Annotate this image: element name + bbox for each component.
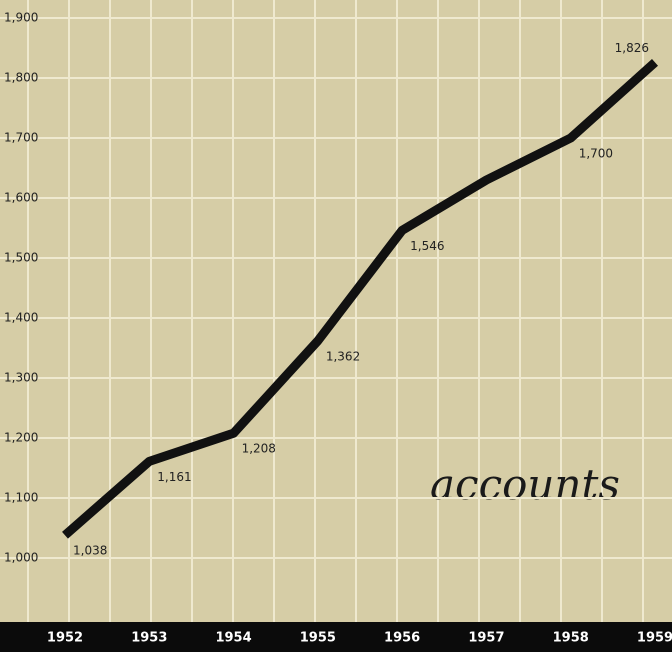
y-tick-label: 1,000 <box>4 551 38 565</box>
data-label: 1,208 <box>242 442 276 456</box>
x-tick-label: 1959 <box>637 631 672 646</box>
x-tick-label: 1958 <box>553 631 589 646</box>
y-tick-label: 1,800 <box>4 71 38 85</box>
y-tick-label: 1,200 <box>4 431 38 445</box>
y-tick-label: 1,300 <box>4 371 38 385</box>
y-tick-label: 1,900 <box>4 11 38 25</box>
x-tick-label: 1956 <box>384 631 420 646</box>
line <box>62 59 659 539</box>
data-label: 1,700 <box>579 147 613 161</box>
y-tick-label: 1,500 <box>4 251 38 265</box>
data-label: 1,826 <box>615 41 649 55</box>
x-tick-label: 1952 <box>47 631 83 646</box>
x-tick-label: 1955 <box>300 631 336 646</box>
y-tick-label: 1,700 <box>4 131 38 145</box>
vertical-grid <box>27 0 644 622</box>
x-tick-label: 1957 <box>468 631 504 646</box>
y-tick-label: 1,600 <box>4 191 38 205</box>
y-tick-label: 1,100 <box>4 491 38 505</box>
year-band <box>0 622 672 652</box>
data-label: 1,362 <box>326 349 360 363</box>
annotation: accounts <box>430 460 620 509</box>
data-label: 1,546 <box>410 239 444 253</box>
data-label: 1,038 <box>73 544 107 558</box>
data-label: 1,161 <box>157 470 191 484</box>
x-tick-label: 1953 <box>131 631 167 646</box>
x-tick-label: 1954 <box>215 631 251 646</box>
y-tick-label: 1,400 <box>4 311 38 325</box>
